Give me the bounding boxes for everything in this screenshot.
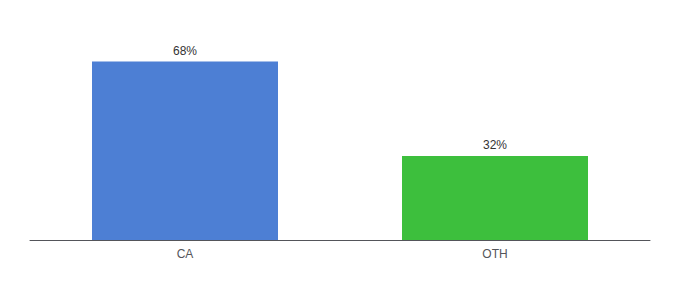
svg-text:OTH: OTH — [482, 247, 507, 261]
svg-text:32%: 32% — [483, 138, 507, 152]
svg-text:CA: CA — [177, 247, 194, 261]
svg-text:68%: 68% — [173, 44, 197, 58]
